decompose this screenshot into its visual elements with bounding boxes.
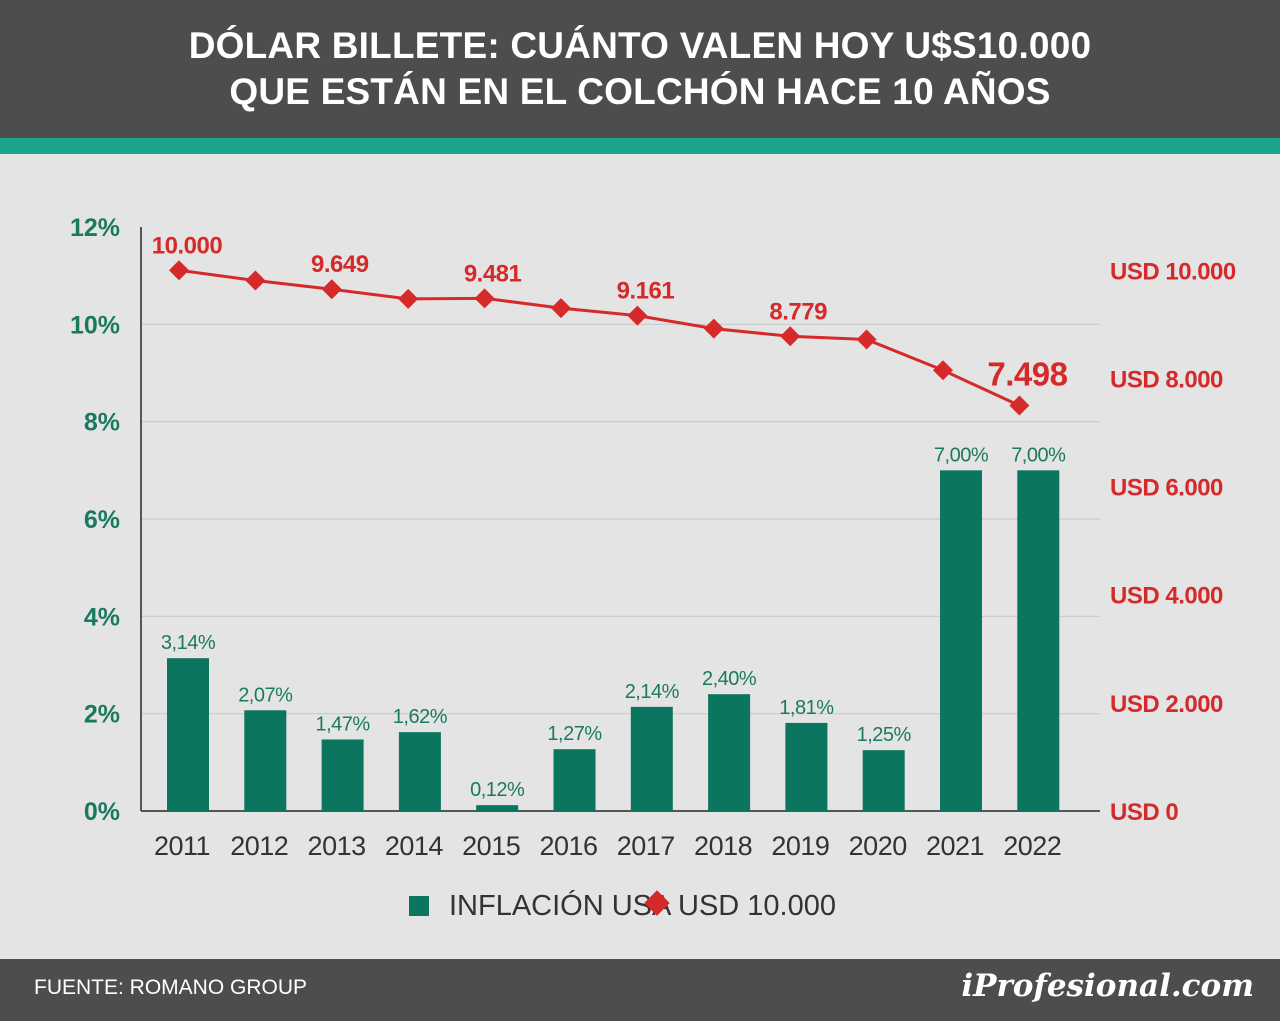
- bar-data-label: 2,14%: [625, 681, 680, 703]
- bar: [321, 739, 364, 811]
- line-point-diamond: [933, 360, 953, 381]
- x-tick-label: 2020: [849, 831, 907, 861]
- x-tick-label: 2022: [1003, 831, 1061, 861]
- bar: [630, 706, 673, 811]
- bar-data-label: 7,00%: [1011, 444, 1066, 466]
- line-point-diamond: [856, 329, 877, 350]
- x-tick-label: 2015: [462, 831, 520, 861]
- line-point-diamond: [551, 298, 571, 319]
- left-tick-label: 2%: [84, 701, 120, 729]
- left-tick-label: 6%: [84, 506, 120, 534]
- right-tick-label: USD 8.000: [1110, 366, 1223, 393]
- brand-logo: iProfesional.com: [961, 968, 1254, 1004]
- left-tick-label: 10%: [70, 311, 120, 339]
- bar: [940, 470, 982, 811]
- bar: [167, 658, 209, 811]
- bar: [398, 732, 441, 811]
- x-tick-label: 2021: [926, 831, 984, 861]
- right-tick-label: USD 4.000: [1110, 583, 1223, 610]
- line-point-diamond: [398, 288, 419, 309]
- bar-data-label: 1,62%: [393, 706, 448, 728]
- line-point-diamond: [703, 318, 724, 339]
- legend: INFLACIÓN USA USD 10.000: [0, 886, 1280, 930]
- line-point-diamond: [245, 270, 266, 291]
- bar-data-label: 2,07%: [238, 684, 293, 706]
- line-data-label: 10.000: [152, 232, 223, 259]
- bar-data-label: 1,25%: [857, 724, 912, 746]
- bar: [862, 750, 905, 811]
- line-data-label: 8.779: [769, 298, 827, 325]
- line-point-diamond: [627, 305, 648, 326]
- x-tick-label: 2019: [771, 831, 829, 861]
- line-data-label: 9.649: [311, 251, 369, 278]
- x-tick-label: 2016: [539, 831, 597, 861]
- x-tick-label: 2011: [154, 831, 210, 861]
- left-tick-label: 4%: [84, 603, 120, 631]
- accent-strip: [0, 138, 1280, 154]
- chart-area: 0% 2% 4% 6% 8% 10% 12% USD 0 USD 2.000 USD 4.000 U…: [70, 214, 1236, 861]
- bar-data-label: 1,27%: [547, 723, 602, 745]
- left-tick-label: 12%: [70, 214, 120, 242]
- bar: [553, 749, 596, 811]
- bar: [708, 694, 751, 811]
- line-data-label: 7.498: [987, 356, 1067, 393]
- line-point-diamond: [321, 279, 342, 300]
- line-point-diamond: [1009, 395, 1030, 416]
- line-point-diamond: [474, 288, 495, 309]
- right-tick-label: USD 0: [1110, 799, 1178, 826]
- chart-title-line-2: QUE ESTÁN EN EL COLCHÓN HACE 10 AÑOS: [229, 71, 1051, 112]
- bar: [244, 710, 287, 811]
- line-data-label: 9.161: [617, 278, 675, 305]
- usd-line: [178, 268, 1021, 407]
- right-tick-label: USD 10.000: [1110, 258, 1236, 285]
- line-data-label: 9.481: [464, 260, 522, 287]
- x-tick-label: 2012: [230, 831, 288, 861]
- source-text: FUENTE: ROMANO GROUP: [34, 976, 308, 999]
- chart-header: DÓLAR BILLETE: CUÁNTO VALEN HOY U$S10.00…: [0, 0, 1280, 138]
- legend-bar-swatch: [409, 896, 429, 916]
- bar-data-label: 1,81%: [779, 697, 834, 719]
- bar: [476, 805, 519, 811]
- x-tick-label: 2018: [694, 831, 752, 861]
- bar-data-label: 7,00%: [934, 444, 989, 466]
- right-tick-label: USD 2.000: [1110, 691, 1223, 718]
- x-tick-label: 2013: [308, 831, 366, 861]
- bar: [785, 722, 828, 811]
- bar-data-label: 3,14%: [161, 632, 216, 654]
- bar: [1017, 470, 1060, 811]
- left-tick-label: 0%: [84, 798, 120, 826]
- right-tick-label: USD 6.000: [1110, 475, 1223, 502]
- chart-title-line-1: DÓLAR BILLETE: CUÁNTO VALEN HOY U$S10.00…: [188, 25, 1092, 66]
- bar-data-label: 2,40%: [702, 668, 757, 690]
- bar-data-label: 0,12%: [470, 779, 525, 801]
- bar-data-label: 1,47%: [315, 713, 370, 735]
- line-point-diamond: [780, 326, 801, 347]
- legend-bar-label: INFLACIÓN USA: [449, 890, 672, 922]
- footer: FUENTE: ROMANO GROUP iProfesional.com: [0, 959, 1280, 1021]
- left-tick-label: 8%: [84, 409, 120, 437]
- x-tick-label: 2017: [617, 831, 675, 861]
- line-point-diamond: [169, 260, 189, 281]
- legend-line-label: USD 10.000: [678, 890, 836, 922]
- x-tick-label: 2014: [385, 831, 444, 861]
